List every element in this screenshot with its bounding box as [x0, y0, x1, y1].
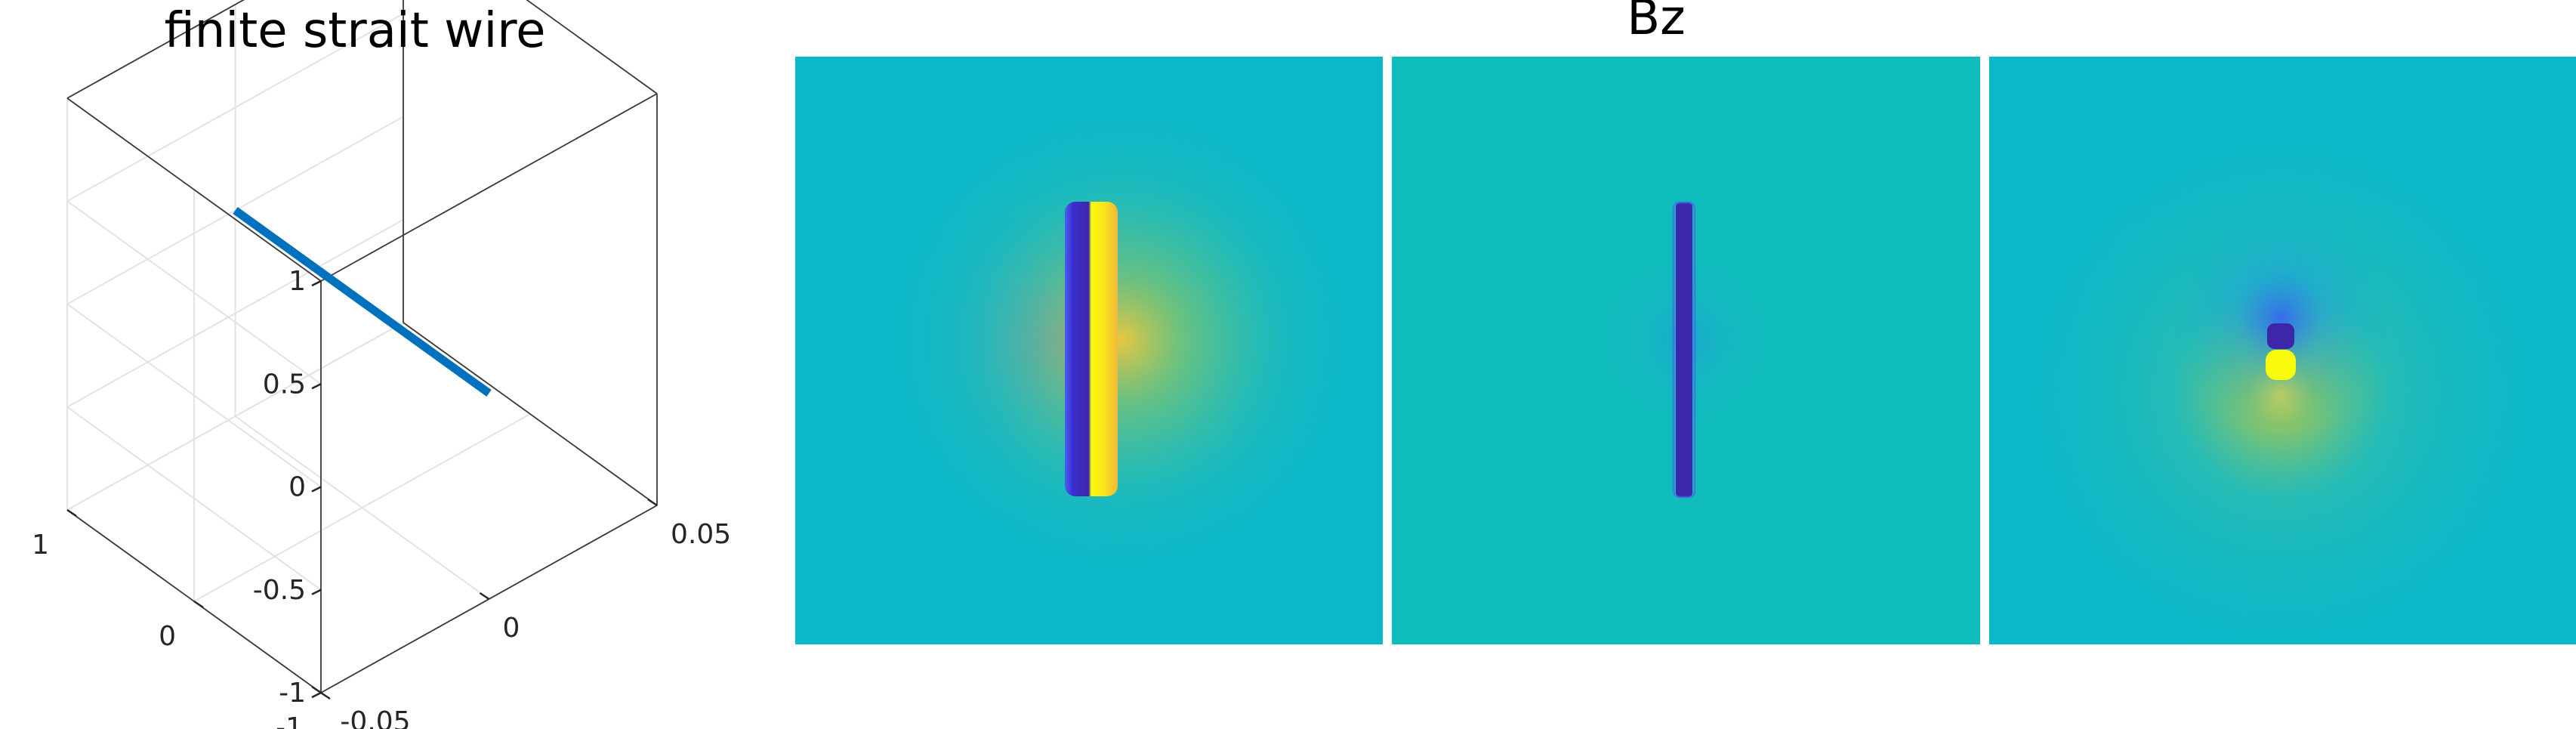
grid-lines	[66, 0, 658, 693]
z-tick-label: -1	[279, 678, 306, 709]
grid-line	[66, 200, 322, 385]
grid-line	[66, 303, 322, 488]
z-tick	[311, 383, 322, 390]
x-tick	[647, 498, 658, 507]
heatmap-panel-2	[1392, 57, 1980, 644]
y-tick	[193, 600, 204, 609]
z-tick-label: 0.5	[263, 369, 306, 400]
wire-series	[233, 207, 492, 397]
x-tick-label: 0.05	[671, 519, 731, 550]
heatmap-core-line	[1676, 202, 1692, 497]
y-tick-label: 1	[32, 530, 49, 561]
grid-line	[66, 406, 322, 591]
y-tick	[66, 508, 77, 517]
axis-ticks: -1 -0.5 0 0.5 1 -1 0 1 -0.05 0 0.05	[32, 266, 731, 729]
z-tick	[311, 588, 322, 595]
x-tick	[311, 685, 322, 694]
z-tick-label: 0	[288, 472, 306, 503]
z-tick-label: -0.5	[253, 575, 306, 606]
grid-line	[193, 413, 531, 602]
grid-line	[66, 322, 404, 511]
heatmap-core-positive	[2266, 350, 2296, 380]
axis-edge	[66, 97, 322, 282]
axis-edge	[66, 0, 245, 99]
wire-line	[233, 207, 492, 397]
y-tick	[320, 691, 331, 700]
y-tick-label: 0	[159, 621, 176, 652]
y-tick-label: -1	[276, 712, 303, 729]
x-tick	[479, 592, 490, 601]
wire-3d-plot: -1 -0.5 0 0.5 1 -1 0 1 -0.05 0 0.05 finite strait …	[32, 0, 731, 729]
x-tick-label: -0.05	[340, 706, 410, 729]
heatmap-core-edge	[1672, 201, 1696, 499]
heatmap-panel-3	[1989, 57, 2576, 644]
bz-heatmaps: Bz	[795, 0, 2576, 644]
heatmap-core-negative	[2267, 323, 2294, 349]
axis-edge	[320, 93, 658, 282]
grid-line	[66, 13, 404, 202]
z-tick	[311, 280, 322, 287]
z-tick	[311, 486, 322, 493]
wire-title: finite strait wire	[164, 3, 545, 59]
grid-line	[66, 218, 404, 408]
heatmap-core-dipole	[1065, 202, 1118, 496]
bz-title: Bz	[1627, 0, 1686, 46]
x-tick-label: 0	[503, 613, 520, 644]
z-tick-label: 1	[288, 266, 306, 297]
heatmap-panel-1	[795, 57, 1383, 644]
axis-edge	[403, 322, 658, 506]
z-tick	[311, 691, 322, 699]
axis-edge	[526, 0, 658, 94]
